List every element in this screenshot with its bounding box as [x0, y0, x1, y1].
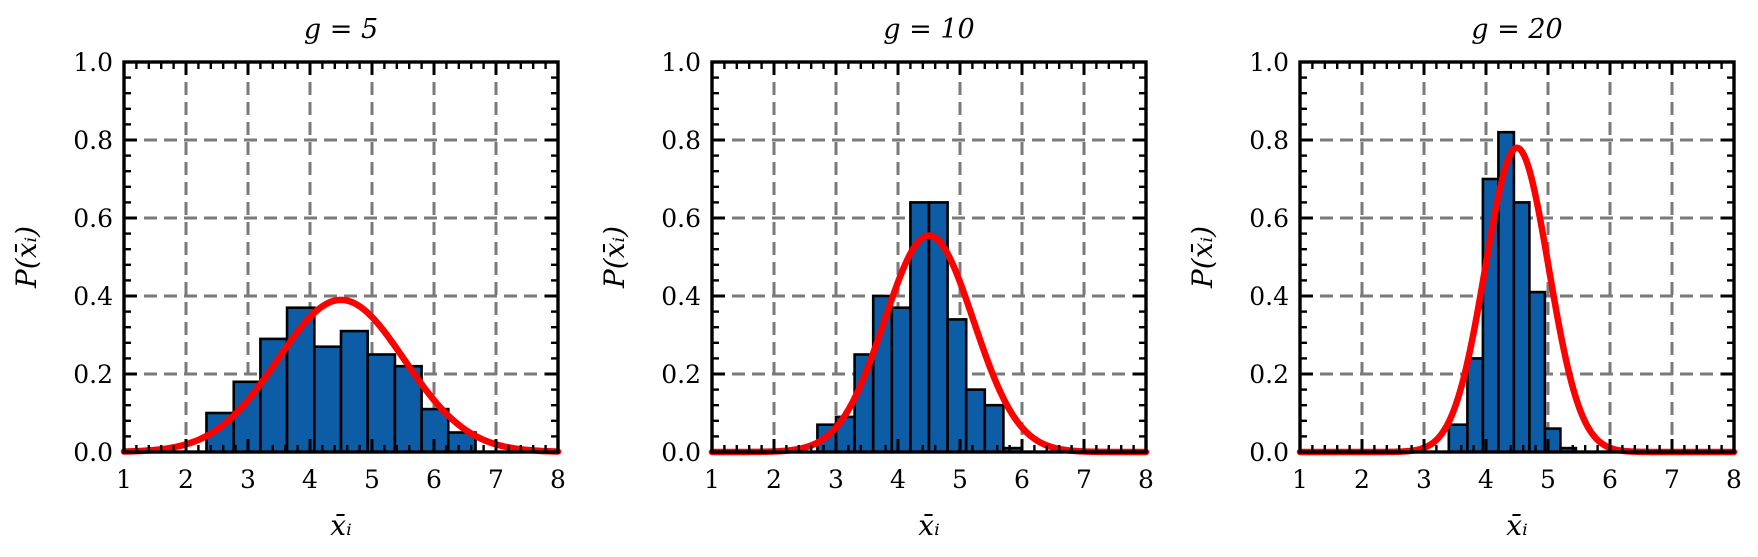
y-tick-label: 0.0: [661, 438, 701, 467]
histogram-bar: [1447, 423, 1469, 454]
x-tick-label: 1: [704, 465, 720, 494]
panel-title: g = 5: [304, 14, 378, 45]
y-tick-label: 0.2: [661, 360, 701, 389]
y-tick-label: 0.6: [1249, 204, 1289, 233]
y-tick-label: 0.0: [1249, 438, 1289, 467]
x-tick-label: 7: [1664, 465, 1680, 494]
y-tick-label: 1.0: [1249, 48, 1289, 77]
x-tick-label: 6: [1014, 465, 1030, 494]
y-tick-label: 1.0: [73, 48, 113, 77]
x-tick-label: 5: [1540, 465, 1556, 494]
x-axis-label: x̄ᵢ: [330, 509, 351, 542]
histogram-bar: [946, 318, 968, 454]
y-tick-label: 0.4: [1249, 282, 1289, 311]
x-tick-label: 6: [426, 465, 442, 494]
histogram-bar: [339, 329, 369, 454]
x-tick-label: 2: [178, 465, 194, 494]
y-tick-label: 0.0: [73, 438, 113, 467]
axes-frame: [122, 60, 560, 454]
axes-frame: [1298, 60, 1736, 454]
y-tick-label: 0.2: [1249, 360, 1289, 389]
x-tick-label: 4: [302, 465, 318, 494]
histogram-bar: [313, 345, 343, 454]
x-tick-label: 8: [1138, 465, 1154, 494]
x-tick-label: 4: [1478, 465, 1494, 494]
histogram-bar: [1466, 357, 1485, 454]
panel-title: g = 10: [883, 14, 974, 45]
x-tick-label: 2: [766, 465, 782, 494]
y-tick-label: 0.2: [73, 360, 113, 389]
histogram-bar: [1528, 290, 1547, 454]
x-axis-label: x̄ᵢ: [918, 509, 939, 542]
chart-panel-3: 1 2 3 4 5 6 7 8 0.0 0.2 0.4 0.6 0.8 1.0 g = 20 x̄ᵢ P(x̄ᵢ…: [1186, 14, 1742, 542]
panel-title: g = 20: [1471, 14, 1562, 45]
y-axis-label: P(x̄ᵢ): [598, 226, 631, 289]
x-tick-label: 1: [1292, 465, 1308, 494]
histogram-bar: [366, 353, 397, 454]
histogram-bar: [1512, 201, 1531, 454]
y-tick-label: 0.4: [661, 282, 701, 311]
histogram-bar: [890, 306, 912, 454]
y-axis-label: P(x̄ᵢ): [10, 226, 43, 289]
x-tick-label: 3: [240, 465, 256, 494]
histogram-bar: [983, 403, 1005, 454]
x-tick-label: 6: [1602, 465, 1618, 494]
gaussian-fit-curve: [120, 296, 562, 455]
x-tick-label: 7: [488, 465, 504, 494]
y-tick-label: 0.4: [73, 282, 113, 311]
histogram-bar: [964, 388, 987, 454]
x-tick-label: 4: [890, 465, 906, 494]
chart-panel-2: 1 2 3 4 5 6 7 8 0.0 0.2 0.4 0.6 0.8 1.0 g = 10 x̄ᵢ P(x̄ᵢ…: [598, 14, 1154, 542]
y-tick-label: 0.8: [661, 126, 701, 155]
y-tick-label: 0.8: [1249, 126, 1289, 155]
x-tick-label: 5: [364, 465, 380, 494]
y-tick-label: 0.8: [73, 126, 113, 155]
x-tick-label: 1: [116, 465, 132, 494]
x-tick-label: 3: [828, 465, 844, 494]
y-axis-label: P(x̄ᵢ): [1186, 226, 1219, 289]
x-tick-label: 7: [1076, 465, 1092, 494]
axes-frame: [710, 60, 1148, 454]
x-tick-label: 3: [1416, 465, 1432, 494]
x-axis-label: x̄ᵢ: [1506, 509, 1527, 542]
x-tick-label: 2: [1354, 465, 1370, 494]
x-tick-label: 5: [952, 465, 968, 494]
y-tick-label: 0.6: [661, 204, 701, 233]
chart-panel-1: 1 2 3 4 5 6 7 8 0.0 0.2 0.4 0.6 0.8 1.0 g = 5 x̄ᵢ P(x̄ᵢ): [10, 14, 566, 542]
x-tick-label: 8: [550, 465, 566, 494]
y-tick-label: 1.0: [661, 48, 701, 77]
y-tick-label: 0.6: [73, 204, 113, 233]
x-tick-label: 8: [1726, 465, 1742, 494]
